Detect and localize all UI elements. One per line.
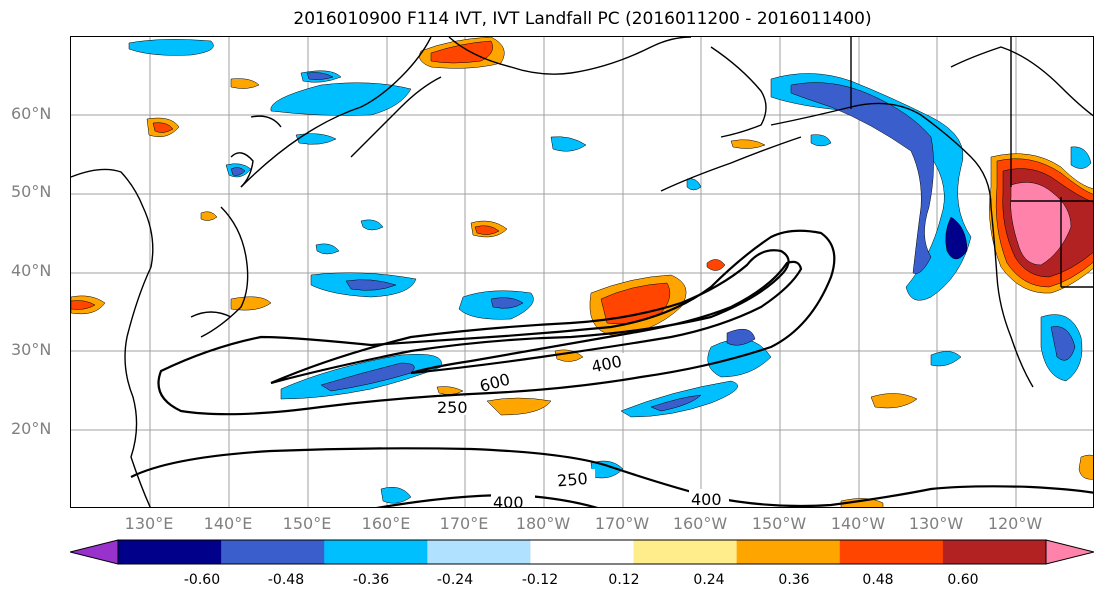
colorbar-bin xyxy=(839,540,944,564)
colorbar-tick-label: 0.12 xyxy=(608,572,640,588)
colorbar-bin xyxy=(427,540,531,564)
lon-label-120w: 120°W xyxy=(987,514,1043,533)
lon-label-180w: 180°W xyxy=(515,514,571,533)
contour-label-250-south: 250 xyxy=(556,469,588,491)
lon-label-150e: 150°E xyxy=(282,514,332,533)
lon-label-140e: 140°E xyxy=(203,514,253,533)
coastlines xyxy=(71,37,1093,507)
colorbar-bin xyxy=(324,540,428,564)
colorbar-tick-label: 0.36 xyxy=(778,572,810,588)
lon-label-130w: 130°W xyxy=(908,514,964,533)
colorbar-bin xyxy=(942,540,1047,564)
map-title: 2016010900 F114 IVT, IVT Landfall PC (20… xyxy=(293,9,872,29)
colorbar-tick-label: 0.48 xyxy=(862,572,894,588)
lon-label-160w: 160°W xyxy=(672,514,728,533)
map-panel: 600 400 250 250 400 400 xyxy=(70,36,1094,508)
lat-label-40n: 40°N xyxy=(11,261,52,280)
lon-label-140w: 140°W xyxy=(830,514,886,533)
map-canvas: 600 400 250 250 400 400 xyxy=(71,37,1093,508)
positive-ivt-shading xyxy=(71,37,1093,507)
colorbar-bin xyxy=(530,540,635,564)
negative-ivt-shading xyxy=(128,39,1092,504)
colorbar-outline xyxy=(117,539,1047,565)
colorbar-extend-low xyxy=(70,539,119,565)
colorbar-tick-label: -0.24 xyxy=(436,572,474,588)
lon-label-150w: 150°W xyxy=(751,514,807,533)
colorbar-tick-label: 0.24 xyxy=(693,572,725,588)
colorbar-bin xyxy=(118,540,222,564)
ivt-contours xyxy=(130,229,1093,507)
contour-label-400-southeast: 400 xyxy=(691,490,722,508)
lon-label-160e: 160°E xyxy=(361,514,411,533)
colorbar-bin xyxy=(736,540,841,564)
colorbar-tick-label: 0.60 xyxy=(947,572,979,588)
lat-label-30n: 30°N xyxy=(11,340,52,359)
colorbar-tick-label: -0.48 xyxy=(267,572,305,588)
contour-labels: 600 400 250 250 400 400 xyxy=(437,352,729,508)
lat-label-60n: 60°N xyxy=(11,104,52,123)
lon-label-170e: 170°E xyxy=(439,514,489,533)
lat-label-20n: 20°N xyxy=(11,419,52,438)
contour-label-400-south: 400 xyxy=(493,493,524,508)
colorbar-tick-label: -0.36 xyxy=(352,572,390,588)
colorbar-bin xyxy=(221,540,325,564)
lon-label-130e: 130°E xyxy=(124,514,174,533)
lon-label-170w: 170°W xyxy=(594,514,650,533)
colorbar-bin xyxy=(633,540,738,564)
colorbar xyxy=(70,539,1094,565)
colorbar-extend-high xyxy=(1045,539,1094,565)
lat-label-50n: 50°N xyxy=(11,182,52,201)
colorbar-tick-label: -0.12 xyxy=(521,572,559,588)
colorbar-tick-label: -0.60 xyxy=(183,572,221,588)
contour-label-250: 250 xyxy=(437,398,468,417)
